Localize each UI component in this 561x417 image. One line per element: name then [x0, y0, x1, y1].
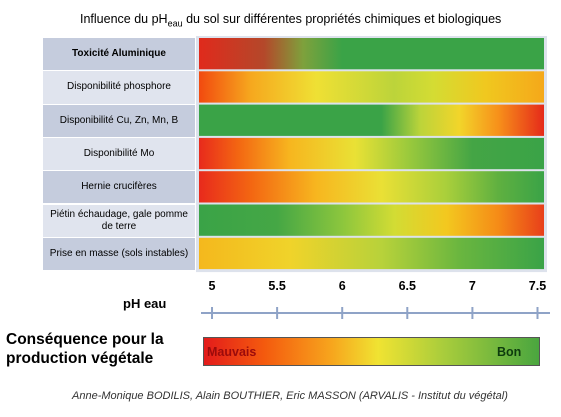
row-label: Disponibilité phosphore [43, 71, 195, 104]
heatmap-bar [199, 104, 544, 136]
title-prefix: Influence du pH [80, 12, 168, 26]
heatmap-bar [199, 137, 544, 170]
row-label: Hernie crucifères [43, 171, 195, 204]
row-label: Prise en masse (sols instables) [43, 237, 195, 271]
row-label: Piétin échaudage, gale pomme de terre [43, 204, 195, 237]
chart-title: Influence du pHeau du sol sur différente… [80, 12, 550, 29]
row-label: Toxicité Aluminique [43, 38, 195, 71]
consequence-label: Conséquence pour la production végétale [6, 331, 164, 367]
title-suffix: du sol sur différentes propriétés chimiq… [182, 12, 502, 26]
x-tick-label: 5.5 [268, 279, 286, 293]
heatmap-bar [199, 38, 544, 70]
credit-line: Anne-Monique BODILIS, Alain BOUTHIER, Er… [72, 390, 508, 402]
heatmap-bar [199, 71, 544, 103]
x-tick-label: 5 [208, 279, 216, 293]
x-tick-label: 6.5 [398, 279, 416, 293]
consequence-bad-label: Mauvais [207, 345, 257, 359]
consequence-good-label: Bon [497, 345, 522, 359]
consequence-scale-bar [203, 337, 540, 366]
x-axis-title: pH eau [123, 296, 167, 311]
x-tick-label: 6 [338, 279, 346, 293]
x-tick-label: 7.5 [528, 279, 547, 293]
heatmap-bar [199, 237, 544, 270]
heatmap-bar [199, 204, 544, 236]
heatmap-bar [199, 171, 544, 203]
x-tick-label: 7 [468, 279, 476, 293]
row-label: Disponibilité Mo [43, 137, 195, 171]
row-label: Disponibilité Cu, Zn, Mn, B [43, 104, 195, 137]
title-subscript: eau [167, 18, 183, 29]
